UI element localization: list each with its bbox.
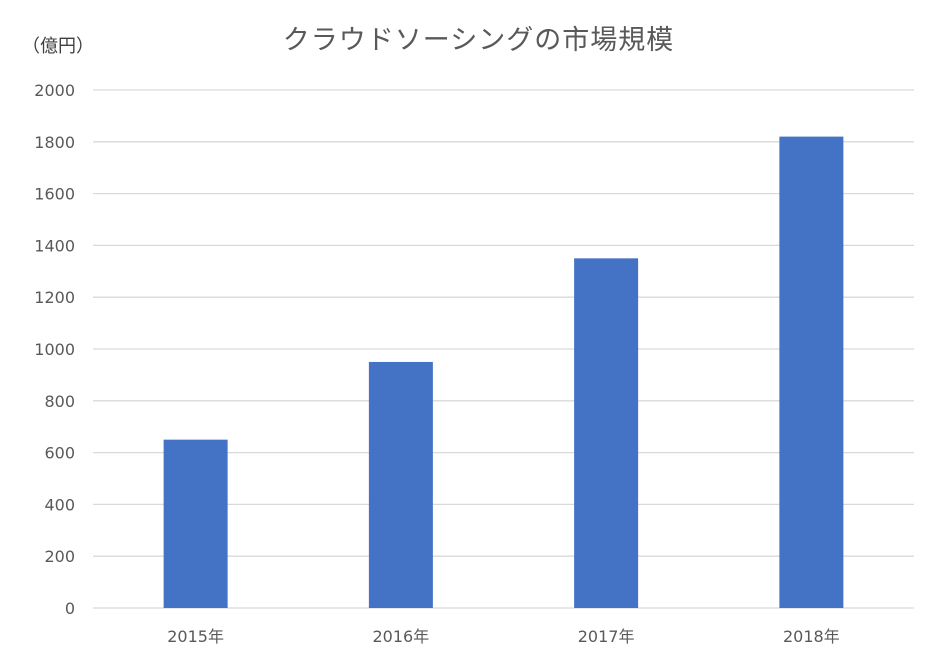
y-tick-label: 1000 [34, 340, 75, 359]
y-tick-labels: 0 200 400 600 800 1000 1200 1400 1600 1800 2000 [34, 81, 75, 618]
x-tick-label: 2017年 [578, 627, 635, 646]
chart-title: クラウドソーシングの市場規模 [282, 25, 675, 56]
bar [779, 136, 844, 608]
x-tick-labels: 2015年 2016年 2017年 2018年 [167, 627, 839, 646]
y-tick-label: 1600 [34, 185, 75, 204]
y-axis-unit-label: （億円） [22, 36, 94, 57]
y-tick-label: 2000 [34, 81, 75, 100]
y-tick-label: 400 [44, 495, 75, 514]
y-tick-label: 1400 [34, 236, 75, 255]
bar [163, 439, 228, 608]
x-tick-label: 2015年 [167, 627, 224, 646]
y-tick-label: 1800 [34, 133, 75, 152]
y-tick-label: 800 [44, 392, 75, 411]
y-tick-label: 200 [44, 547, 75, 566]
y-tick-label: 1200 [34, 288, 75, 307]
bar [574, 258, 639, 608]
bars [163, 136, 844, 608]
x-tick-label: 2018年 [783, 627, 840, 646]
bar [368, 361, 433, 608]
gridlines [93, 89, 914, 609]
y-tick-label: 600 [44, 444, 75, 463]
y-tick-label: 0 [65, 599, 75, 618]
x-tick-label: 2016年 [373, 627, 430, 646]
